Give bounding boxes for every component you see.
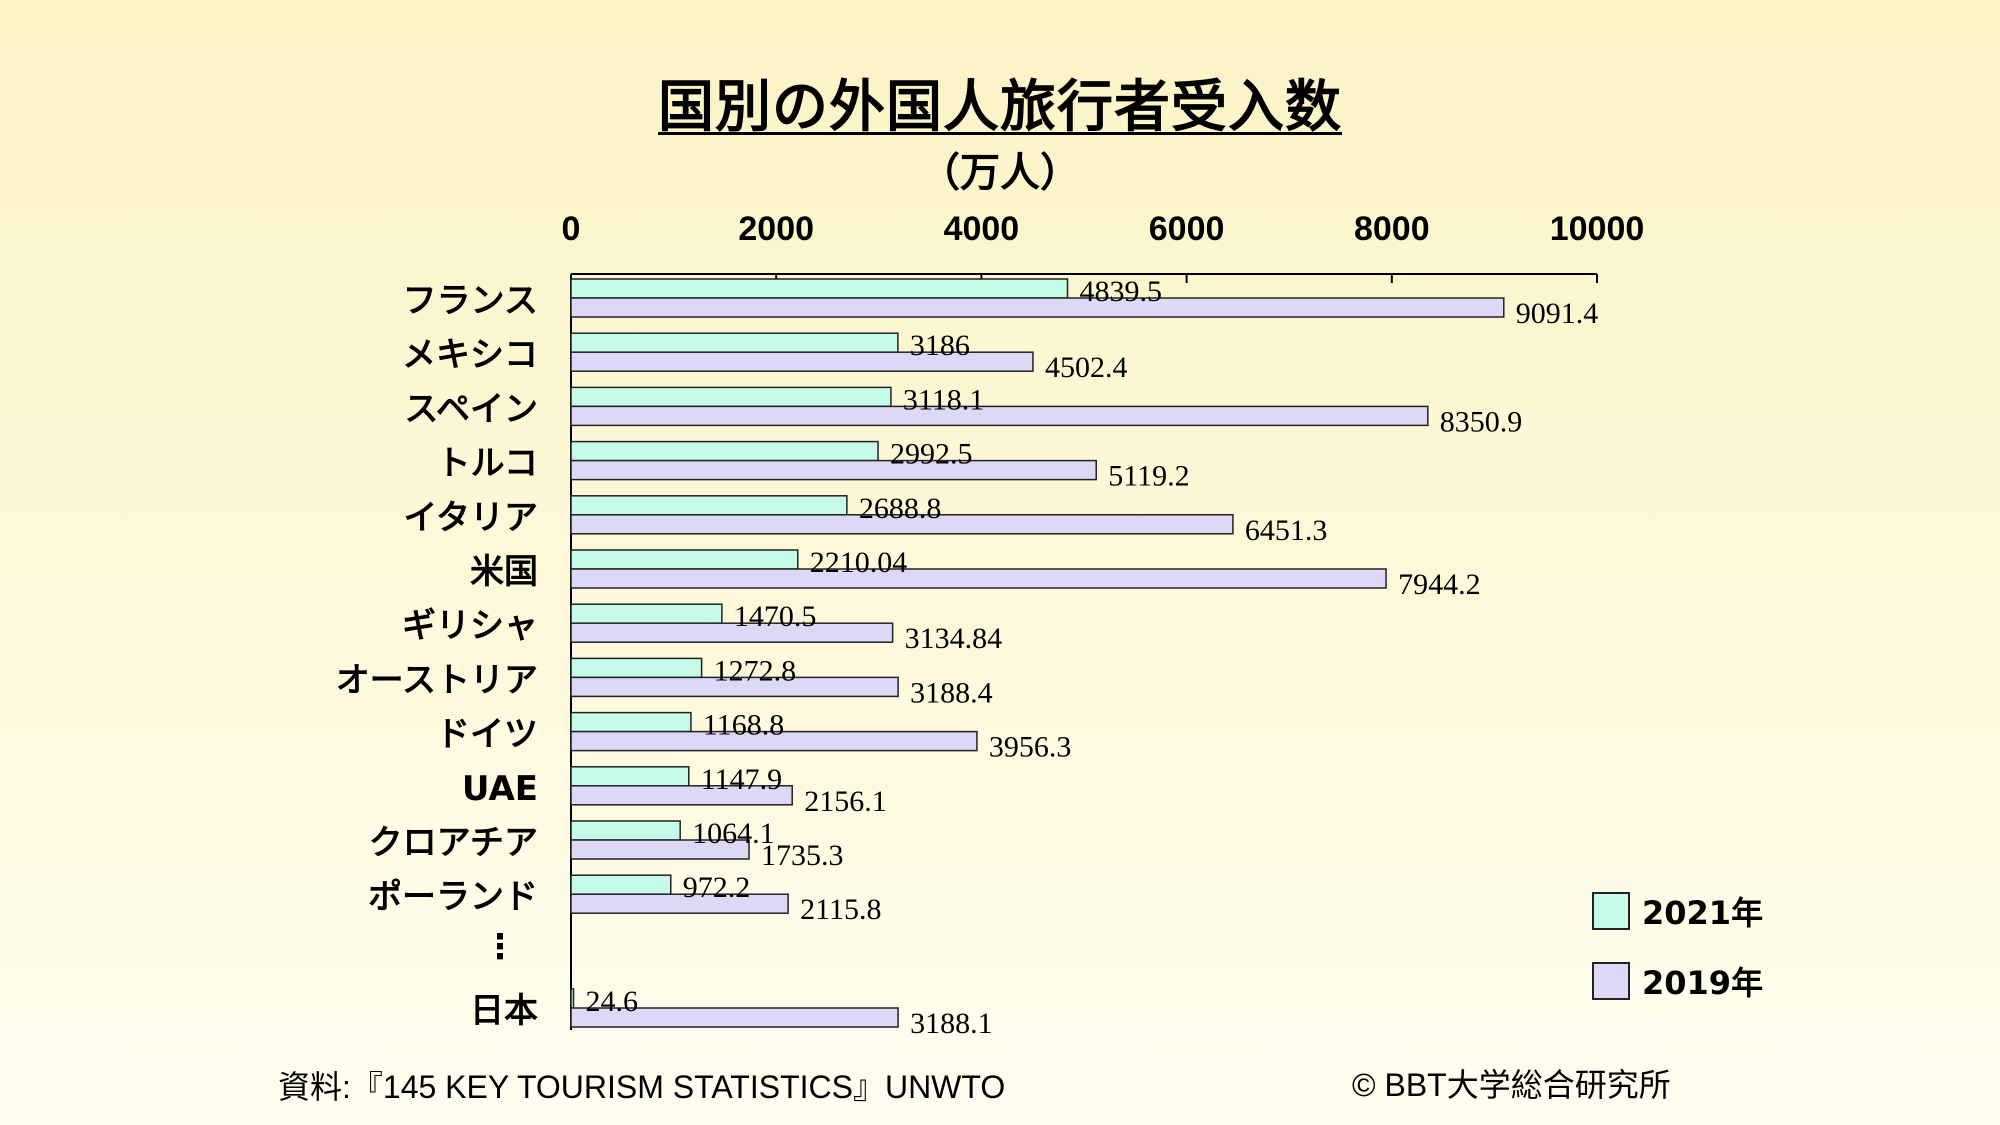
bar-2021 xyxy=(570,657,703,679)
bar-2021 xyxy=(570,820,681,841)
bar-2021 xyxy=(570,988,575,1009)
bar-2019 xyxy=(570,459,1097,481)
bar-2021 xyxy=(570,766,690,787)
category-label: クロアチア xyxy=(369,823,538,863)
bar-2021 xyxy=(570,440,879,462)
bar-2019 xyxy=(570,514,1234,535)
category-label: ギリシャ xyxy=(402,606,538,646)
data-label-2019: 3134.84 xyxy=(905,622,1003,655)
bar-2019 xyxy=(570,568,1387,589)
legend-label-2019: 2019年 xyxy=(1642,964,1764,1002)
bar-2021 xyxy=(570,278,1069,299)
data-label-2019: 9091.4 xyxy=(1516,297,1599,330)
bar-2021 xyxy=(570,549,799,570)
category-ellipsis: ⋮ xyxy=(483,927,517,967)
data-label-2021: 972.2 xyxy=(683,871,751,904)
bar-2021 xyxy=(570,495,848,516)
data-label-2019: 6451.3 xyxy=(1245,514,1328,547)
bar-2019 xyxy=(570,297,1505,318)
data-label-2021: 1168.8 xyxy=(703,709,784,742)
chart-subtitle: （万人） xyxy=(920,150,1080,196)
x-tick-label: 6000 xyxy=(1149,210,1225,248)
data-label-2021: 1064.1 xyxy=(692,817,775,850)
data-label-2021: 1470.5 xyxy=(734,600,817,633)
data-label-2019: 3956.3 xyxy=(989,731,1072,764)
category-label: メキシコ xyxy=(402,335,538,375)
data-label-2021: 2992.5 xyxy=(890,438,973,471)
legend-label-2021: 2021年 xyxy=(1642,894,1764,932)
legend-item-2019: 2019年 xyxy=(1592,958,1763,1004)
axis-layer: 0 2000 4000 6000 8000 10000 xyxy=(562,210,1645,1030)
category-label: オーストリア xyxy=(336,660,538,700)
data-label-2021: 1147.9 xyxy=(701,763,782,796)
data-label-2019: 7944.2 xyxy=(1398,568,1481,601)
category-label: 米国 xyxy=(470,552,538,592)
data-label-2019: 5119.2 xyxy=(1108,460,1189,493)
data-label-2019: 2156.1 xyxy=(804,785,887,818)
data-label-2021: 2688.8 xyxy=(859,492,942,525)
bar-2019 xyxy=(570,730,978,752)
copyright-note: © BBT大学総合研究所 xyxy=(1352,1067,1671,1103)
legend-item-2021: 2021年 xyxy=(1592,888,1763,934)
x-tick-label: 8000 xyxy=(1354,210,1430,248)
bar-2021 xyxy=(570,603,723,624)
bar-2021 xyxy=(570,711,692,733)
category-label: ドイツ xyxy=(436,715,538,755)
data-label-2021: 3186 xyxy=(910,329,970,362)
category-label: 日本 xyxy=(470,991,538,1031)
category-label: UAE xyxy=(462,769,538,809)
bars-layer xyxy=(570,278,1505,1028)
data-label-2021: 1272.8 xyxy=(714,654,797,687)
data-label-2019: 3188.4 xyxy=(910,676,993,709)
category-label: イタリア xyxy=(403,498,538,538)
x-tick-label: 2000 xyxy=(738,210,814,248)
category-label: スペイン xyxy=(404,389,538,429)
bar-2021 xyxy=(570,874,672,895)
legend-swatch-2019 xyxy=(1592,962,1630,1000)
data-label-2019: 2115.8 xyxy=(800,893,881,926)
bar-2019 xyxy=(570,1007,899,1028)
data-label-2021: 3118.1 xyxy=(903,383,984,416)
data-label-2019: 1735.3 xyxy=(761,839,844,872)
bar-2019 xyxy=(570,622,894,643)
bar-2019 xyxy=(570,785,793,806)
category-label: トルコ xyxy=(437,444,538,484)
x-tick-label: 0 xyxy=(562,210,581,248)
legend-swatch-2021 xyxy=(1592,892,1630,930)
data-label-2021: 24.6 xyxy=(586,985,639,1018)
data-label-2019: 8350.9 xyxy=(1440,405,1523,438)
x-tick-label: 4000 xyxy=(944,210,1020,248)
bar-2019 xyxy=(570,405,1429,427)
bar-2019 xyxy=(570,839,750,860)
data-label-2021: 4839.5 xyxy=(1080,275,1163,308)
category-label: ポーランド xyxy=(368,877,538,917)
source-note: 資料:『145 KEY TOURISM STATISTICS』UNWTO xyxy=(278,1069,1006,1105)
data-label-2019: 4502.4 xyxy=(1045,351,1128,384)
data-label-2021: 2210.04 xyxy=(810,546,908,579)
bar-2019 xyxy=(570,676,899,698)
chart-title: 国別の外国人旅行者受入数 xyxy=(658,75,1342,140)
x-tick-label: 10000 xyxy=(1550,210,1645,248)
bar-2021 xyxy=(570,386,892,408)
data-label-2019: 3188.1 xyxy=(910,1007,993,1040)
bar-2021 xyxy=(570,332,899,353)
category-label: フランス xyxy=(403,281,538,321)
bar-2019 xyxy=(570,351,1034,372)
bar-2019 xyxy=(570,893,789,914)
